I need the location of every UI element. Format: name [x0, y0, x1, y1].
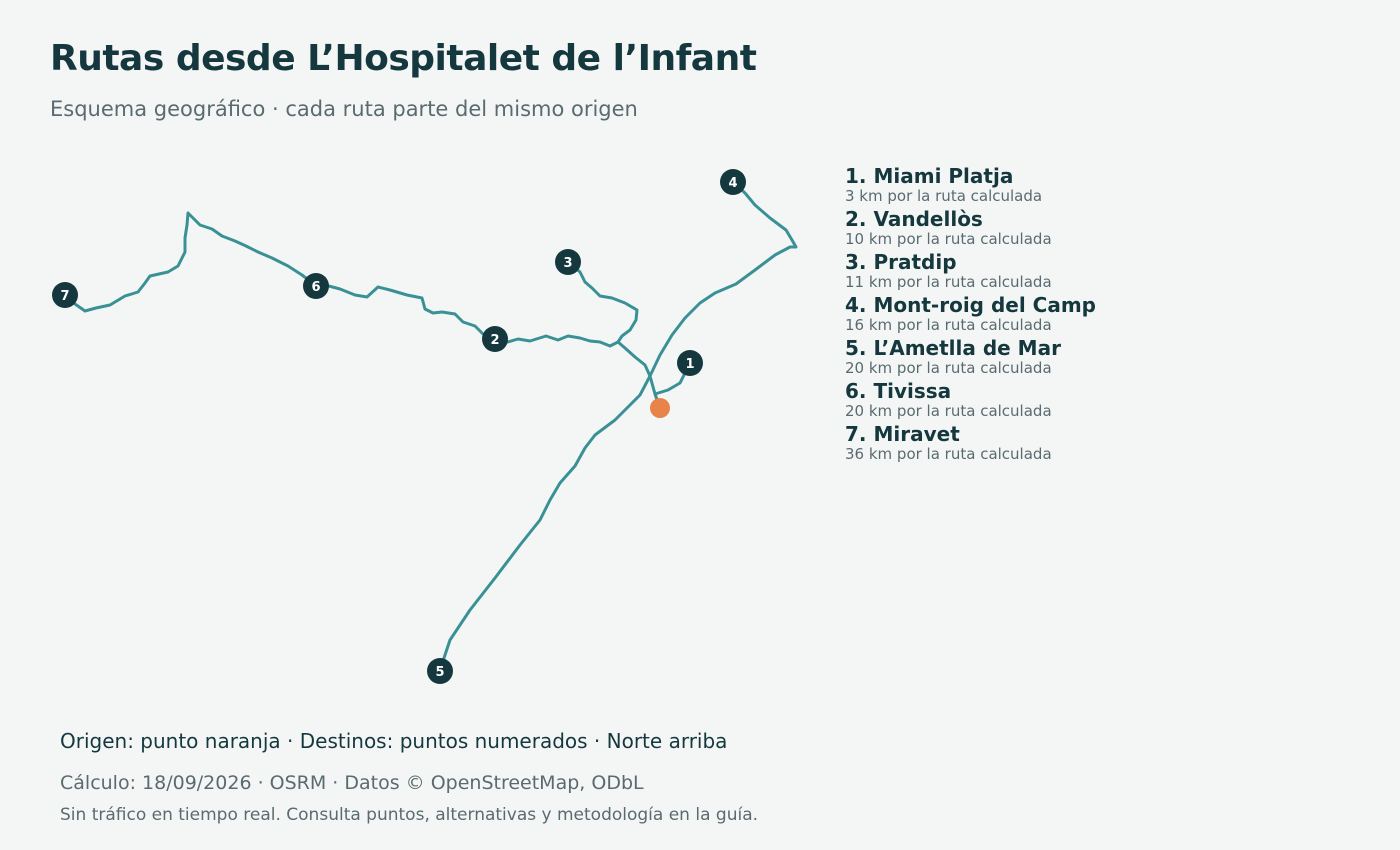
routes	[63, 180, 798, 672]
route-map: 1 2 3 4 5 6 7	[52, 169, 798, 684]
marker-5[interactable]: 5	[427, 658, 453, 684]
marker-label: 1	[685, 357, 694, 372]
route-4	[648, 180, 798, 378]
legend-item-pratdip[interactable]: 3. Pratdip 11 km por la ruta calculada	[845, 250, 1365, 293]
legend-item-distance: 20 km por la ruta calculada	[845, 402, 1052, 420]
legend-item-distance: 20 km por la ruta calculada	[845, 359, 1052, 377]
legend-item-distance: 16 km por la ruta calculada	[845, 316, 1052, 334]
marker-3[interactable]: 3	[555, 249, 581, 275]
marker-label: 4	[728, 176, 737, 191]
legend-item-miravet[interactable]: 7. Miravet 36 km por la ruta calculada	[845, 422, 1365, 465]
marker-label: 7	[60, 289, 69, 304]
route-6-7	[63, 211, 497, 341]
marker-label: 2	[490, 333, 499, 348]
legend-item-tivissa[interactable]: 6. Tivissa 20 km por la ruta calculada	[845, 379, 1365, 422]
marker-1[interactable]: 1	[677, 350, 703, 376]
legend-item-distance: 11 km por la ruta calculada	[845, 273, 1052, 291]
disclaimer: Sin tráfico en tiempo real. Consulta pun…	[60, 805, 759, 825]
legend-item-distance: 10 km por la ruta calculada	[845, 230, 1052, 248]
origin-dot	[650, 398, 670, 418]
marker-6[interactable]: 6	[303, 273, 329, 299]
calculation-source: Cálculo: 18/09/2026 · OSRM · Datos © Ope…	[60, 772, 644, 794]
legend-item-miami-platja[interactable]: 1. Miami Platja 3 km por la ruta calcula…	[845, 164, 1365, 207]
map-key-note: Origen: punto naranja · Destinos: puntos…	[60, 729, 728, 753]
legend-item-name: 7. Miravet	[845, 422, 960, 446]
marker-2[interactable]: 2	[482, 326, 508, 352]
legend-item-lametlla-de-mar[interactable]: 5. L’Ametlla de Mar 20 km por la ruta ca…	[845, 336, 1365, 379]
legend-item-vandellos[interactable]: 2. Vandellòs 10 km por la ruta calculada	[845, 207, 1365, 250]
marker-label: 3	[563, 256, 572, 271]
destinations-legend: 1. Miami Platja 3 km por la ruta calcula…	[845, 164, 1365, 465]
marker-label: 6	[311, 280, 320, 295]
legend-item-name: 1. Miami Platja	[845, 164, 1014, 188]
marker-7[interactable]: 7	[52, 282, 78, 308]
legend-item-mont-roig-del-camp[interactable]: 4. Mont-roig del Camp 16 km por la ruta …	[845, 293, 1365, 336]
legend-item-distance: 36 km por la ruta calculada	[845, 445, 1052, 463]
legend-item-name: 2. Vandellòs	[845, 207, 983, 231]
page-title: Rutas desde L’Hospitalet de l’Infant	[50, 38, 757, 79]
route-trunk	[493, 334, 662, 410]
legend-item-name: 5. L’Ametlla de Mar	[845, 336, 1061, 360]
route-5	[438, 374, 652, 672]
marker-4[interactable]: 4	[720, 169, 746, 195]
page-subtitle: Esquema geográfico · cada ruta parte del…	[50, 97, 638, 121]
legend-item-name: 6. Tivissa	[845, 379, 952, 403]
legend-item-name: 3. Pratdip	[845, 250, 957, 274]
legend-item-distance: 3 km por la ruta calculada	[845, 187, 1043, 205]
destination-markers: 1 2 3 4 5 6 7	[52, 169, 746, 684]
marker-label: 5	[435, 665, 444, 680]
route-3	[566, 260, 639, 344]
legend-item-name: 4. Mont-roig del Camp	[845, 293, 1096, 317]
